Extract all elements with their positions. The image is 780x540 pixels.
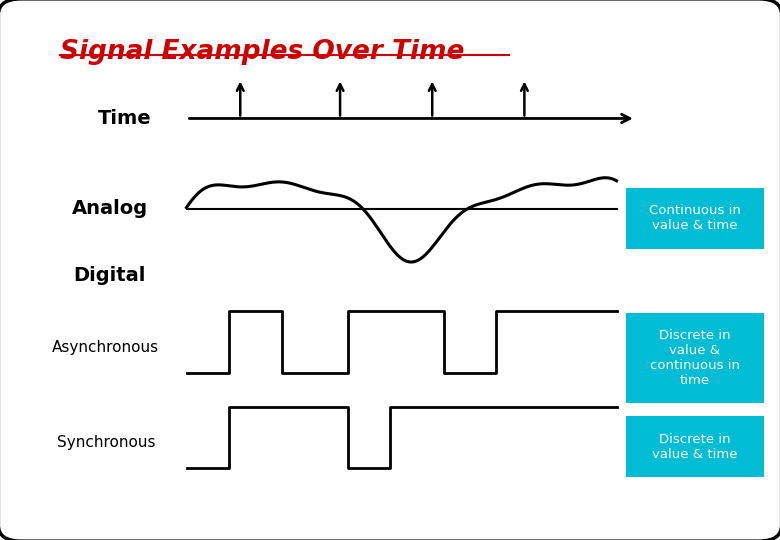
Text: Analog: Analog bbox=[72, 199, 147, 218]
Text: Time: Time bbox=[98, 109, 152, 128]
Text: Digital: Digital bbox=[73, 266, 146, 285]
FancyBboxPatch shape bbox=[626, 187, 764, 249]
Text: Continuous in
value & time: Continuous in value & time bbox=[649, 204, 741, 232]
Text: Asynchronous: Asynchronous bbox=[52, 340, 159, 355]
FancyBboxPatch shape bbox=[626, 313, 764, 403]
FancyBboxPatch shape bbox=[626, 416, 764, 477]
Text: Discrete in
value & time: Discrete in value & time bbox=[652, 433, 738, 461]
Text: Synchronous: Synchronous bbox=[57, 435, 155, 450]
Text: Signal Examples Over Time: Signal Examples Over Time bbox=[60, 39, 464, 65]
Text: Discrete in
value &
continuous in
time: Discrete in value & continuous in time bbox=[650, 329, 740, 387]
